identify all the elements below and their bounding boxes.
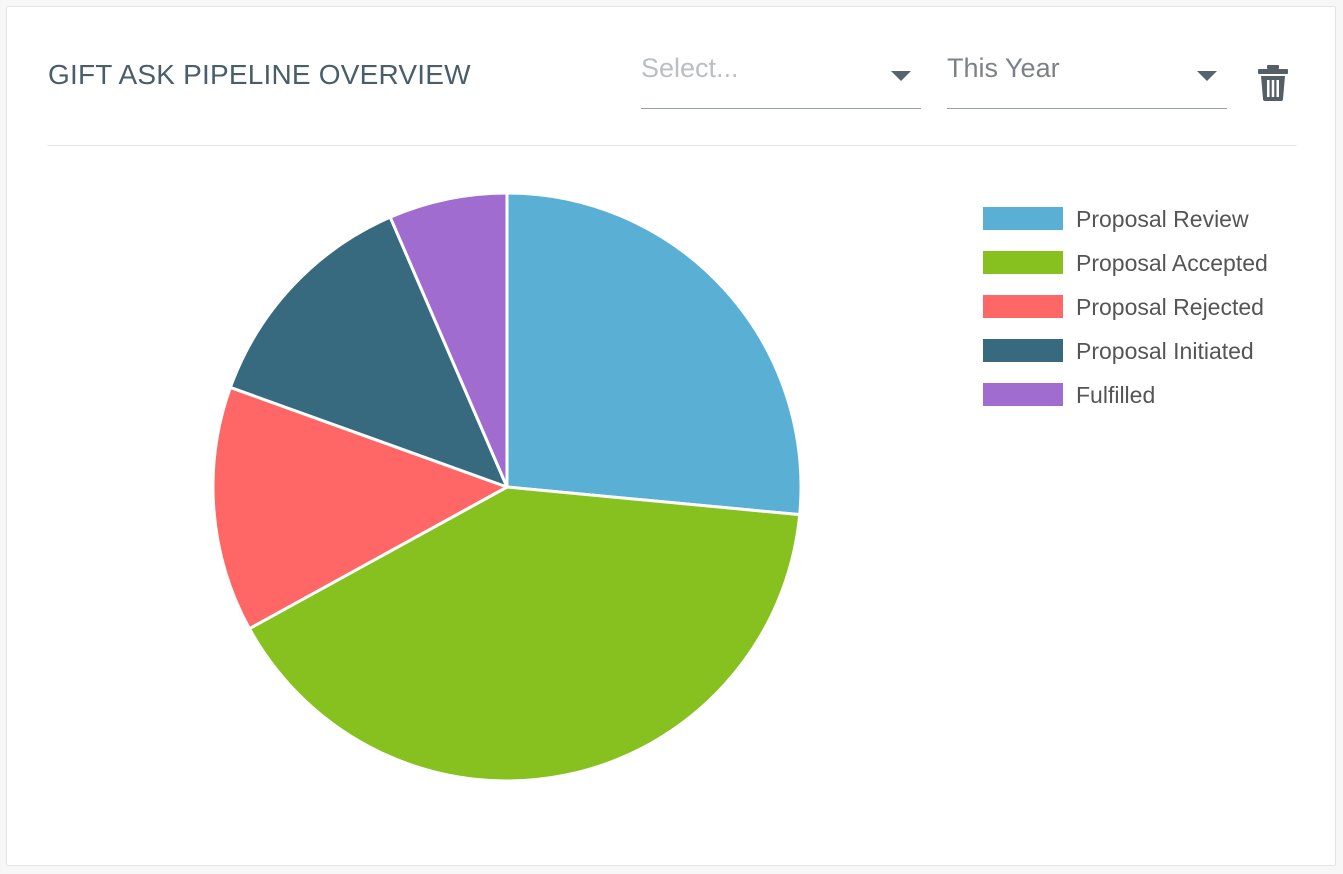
legend-label: Proposal Accepted: [1076, 250, 1268, 276]
legend-label: Proposal Initiated: [1076, 338, 1254, 364]
delete-button[interactable]: [1257, 65, 1289, 101]
chevron-down-icon: [891, 71, 911, 81]
filter-select-placeholder: Select...: [641, 53, 739, 83]
legend-swatch: [983, 207, 1063, 230]
legend-label: Proposal Rejected: [1076, 294, 1264, 320]
legend-swatch: [983, 251, 1063, 274]
legend-swatch: [983, 339, 1063, 362]
pie-slice-proposal-rejected[interactable]: [211, 385, 509, 631]
legend-swatch: [983, 383, 1063, 406]
pie-slice-proposal-accepted[interactable]: [247, 485, 802, 783]
card-title: GIFT ASK PIPELINE OVERVIEW: [48, 59, 471, 90]
trash-icon: [1258, 65, 1288, 101]
pie-slice-proposal-review[interactable]: [505, 191, 803, 517]
chevron-down-icon: [1197, 71, 1217, 81]
period-select-value: This Year: [947, 53, 1060, 83]
gift-ask-pipeline-card: GIFT ASK PIPELINE OVERVIEW Select... Thi…: [6, 6, 1336, 866]
header-divider: [47, 145, 1297, 146]
period-select[interactable]: This Year: [947, 47, 1227, 109]
legend-label: Fulfilled: [1076, 382, 1156, 408]
pie-slice-fulfilled[interactable]: [388, 191, 509, 489]
pie-slice-proposal-initiated[interactable]: [228, 215, 509, 489]
legend-label: Proposal Review: [1076, 206, 1249, 232]
pie-chart: [211, 191, 803, 783]
filter-select[interactable]: Select...: [641, 47, 921, 109]
legend-swatch: [983, 295, 1063, 318]
